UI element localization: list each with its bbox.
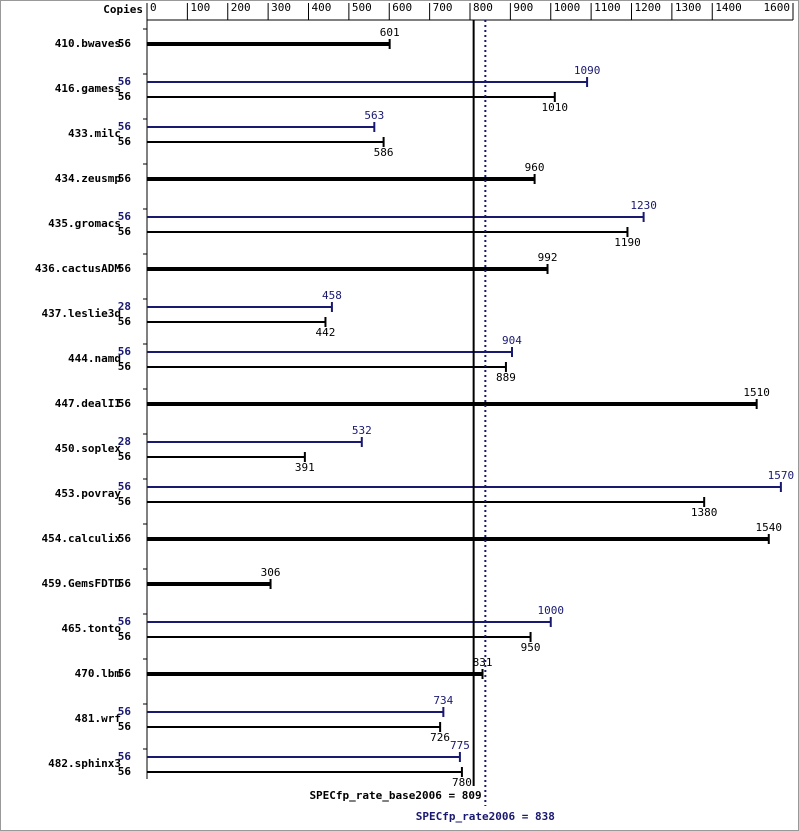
- value-label: 889: [496, 371, 516, 384]
- value-label: 458: [322, 289, 342, 302]
- copies: 56: [118, 90, 132, 103]
- copies: 56: [118, 262, 132, 275]
- copies: 56: [118, 480, 132, 493]
- value-label: 1010: [542, 101, 569, 114]
- value-label: 1570: [768, 469, 795, 482]
- x-tick-label: 500: [352, 1, 372, 14]
- x-tick-label: 300: [271, 1, 291, 14]
- copies: 56: [118, 720, 132, 733]
- copies: 56: [118, 615, 132, 628]
- value-label: 780: [452, 776, 472, 789]
- copies: 56: [118, 75, 132, 88]
- benchmark-name: 444.namd: [68, 352, 121, 365]
- copies-header: Copies: [103, 3, 143, 16]
- value-label: 391: [295, 461, 315, 474]
- value-label: 775: [450, 739, 470, 752]
- benchmark-name: 453.povray: [55, 487, 122, 500]
- x-tick-label: 1200: [635, 1, 662, 14]
- benchmark-name: 482.sphinx3: [48, 757, 121, 770]
- copies: 56: [118, 120, 132, 133]
- copies: 56: [118, 450, 132, 463]
- value-label: 1000: [538, 604, 565, 617]
- x-tick-label: 0: [150, 1, 157, 14]
- x-tick-label: 1100: [594, 1, 621, 14]
- copies: 56: [118, 37, 132, 50]
- copies: 56: [118, 532, 132, 545]
- value-label: 1230: [630, 199, 657, 212]
- peak-score-label: SPECfp_rate2006 = 838: [416, 810, 555, 823]
- benchmark-name: 410.bwaves: [55, 37, 121, 50]
- x-tick-label: 1600: [764, 1, 791, 14]
- benchmark-name: 450.soplex: [55, 442, 122, 455]
- x-tick-label: 1300: [675, 1, 702, 14]
- benchmark-name: 459.GemsFDTD: [42, 577, 122, 590]
- copies: 56: [118, 765, 132, 778]
- value-label: 601: [380, 26, 400, 39]
- x-tick-label: 800: [473, 1, 493, 14]
- x-tick-label: 700: [433, 1, 453, 14]
- copies: 28: [118, 300, 131, 313]
- value-label: 306: [261, 566, 281, 579]
- value-label: 1510: [743, 386, 770, 399]
- x-tick-label: 600: [392, 1, 412, 14]
- value-label: 1540: [756, 521, 783, 534]
- copies: 56: [118, 345, 132, 358]
- x-tick-label: 900: [513, 1, 533, 14]
- benchmark-name: 481.wrf: [75, 712, 121, 725]
- copies: 56: [118, 750, 132, 763]
- copies: 56: [118, 495, 132, 508]
- x-tick-label: 1400: [715, 1, 742, 14]
- x-tick-label: 1000: [554, 1, 581, 14]
- benchmark-name: 435.gromacs: [48, 217, 121, 230]
- copies: 28: [118, 435, 131, 448]
- copies: 56: [118, 315, 132, 328]
- x-tick-label: 400: [312, 1, 332, 14]
- copies: 56: [118, 360, 132, 373]
- value-label: 586: [374, 146, 394, 159]
- value-label: 831: [473, 656, 493, 669]
- value-label: 442: [316, 326, 336, 339]
- value-label: 726: [430, 731, 450, 744]
- benchmark-name: 437.leslie3d: [42, 307, 121, 320]
- benchmark-name: 416.gamess: [55, 82, 121, 95]
- value-label: 992: [538, 251, 558, 264]
- benchmark-name: 434.zeusmp: [55, 172, 122, 185]
- copies: 56: [118, 135, 132, 148]
- benchmark-name: 447.dealII: [55, 397, 121, 410]
- benchmark-name: 465.tonto: [61, 622, 121, 635]
- benchmark-name: 433.milc: [68, 127, 121, 140]
- value-label: 563: [364, 109, 384, 122]
- value-label: 950: [521, 641, 541, 654]
- x-tick-label: 200: [231, 1, 251, 14]
- copies: 56: [118, 630, 132, 643]
- value-label: 1190: [614, 236, 641, 249]
- value-label: 1380: [691, 506, 718, 519]
- copies: 56: [118, 577, 132, 590]
- copies: 56: [118, 225, 132, 238]
- value-label: 734: [433, 694, 453, 707]
- base-score-label: SPECfp_rate_base2006 = 809: [309, 789, 481, 802]
- copies: 56: [118, 397, 132, 410]
- value-label: 1090: [574, 64, 601, 77]
- benchmark-name: 470.lbm: [75, 667, 122, 680]
- copies: 56: [118, 705, 132, 718]
- value-label: 532: [352, 424, 372, 437]
- benchmark-name: 436.cactusADM: [35, 262, 121, 275]
- value-label: 904: [502, 334, 522, 347]
- value-label: 960: [525, 161, 545, 174]
- copies: 56: [118, 210, 132, 223]
- x-tick-label: 100: [190, 1, 210, 14]
- copies: 56: [118, 667, 132, 680]
- benchmark-name: 454.calculix: [42, 532, 122, 545]
- copies: 56: [118, 172, 132, 185]
